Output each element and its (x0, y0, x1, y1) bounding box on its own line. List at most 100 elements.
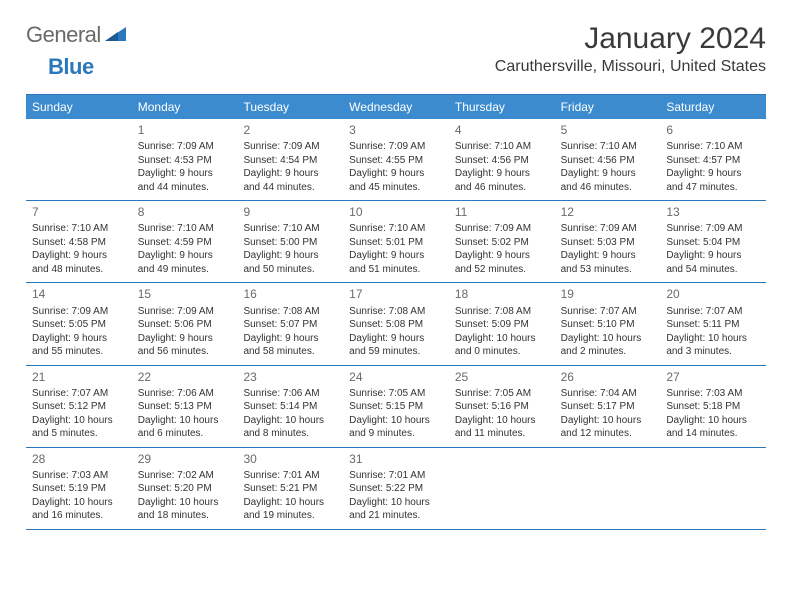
day-daylight1: Daylight: 9 hours (561, 167, 655, 181)
day-sunrise: Sunrise: 7:10 AM (138, 222, 232, 236)
day-header: Tuesday (237, 95, 343, 119)
day-number: 11 (455, 204, 549, 220)
day-sunset: Sunset: 4:58 PM (32, 236, 126, 250)
week-row: 28Sunrise: 7:03 AMSunset: 5:19 PMDayligh… (26, 448, 766, 530)
day-cell: 23Sunrise: 7:06 AMSunset: 5:14 PMDayligh… (237, 366, 343, 447)
day-header: Wednesday (343, 95, 449, 119)
day-daylight1: Daylight: 10 hours (138, 414, 232, 428)
day-cell: 2Sunrise: 7:09 AMSunset: 4:54 PMDaylight… (237, 119, 343, 200)
day-daylight2: and 21 minutes. (349, 509, 443, 523)
day-header: Sunday (26, 95, 132, 119)
day-sunset: Sunset: 4:53 PM (138, 154, 232, 168)
day-cell: 20Sunrise: 7:07 AMSunset: 5:11 PMDayligh… (660, 283, 766, 364)
day-cell: 16Sunrise: 7:08 AMSunset: 5:07 PMDayligh… (237, 283, 343, 364)
day-cell: 1Sunrise: 7:09 AMSunset: 4:53 PMDaylight… (132, 119, 238, 200)
day-daylight1: Daylight: 10 hours (666, 414, 760, 428)
week-row: 1Sunrise: 7:09 AMSunset: 4:53 PMDaylight… (26, 119, 766, 201)
day-sunrise: Sunrise: 7:09 AM (138, 305, 232, 319)
day-number: 7 (32, 204, 126, 220)
day-header: Monday (132, 95, 238, 119)
day-daylight2: and 44 minutes. (243, 181, 337, 195)
day-daylight2: and 12 minutes. (561, 427, 655, 441)
day-sunrise: Sunrise: 7:05 AM (455, 387, 549, 401)
day-cell: 4Sunrise: 7:10 AMSunset: 4:56 PMDaylight… (449, 119, 555, 200)
day-daylight1: Daylight: 9 hours (455, 167, 549, 181)
day-cell: 27Sunrise: 7:03 AMSunset: 5:18 PMDayligh… (660, 366, 766, 447)
day-number: 22 (138, 369, 232, 385)
logo-mark-icon (105, 24, 127, 47)
day-daylight2: and 47 minutes. (666, 181, 760, 195)
day-sunset: Sunset: 5:22 PM (349, 482, 443, 496)
day-cell: 26Sunrise: 7:04 AMSunset: 5:17 PMDayligh… (555, 366, 661, 447)
day-sunrise: Sunrise: 7:08 AM (243, 305, 337, 319)
day-cell: 28Sunrise: 7:03 AMSunset: 5:19 PMDayligh… (26, 448, 132, 529)
day-daylight1: Daylight: 9 hours (349, 332, 443, 346)
day-sunrise: Sunrise: 7:04 AM (561, 387, 655, 401)
day-cell: 21Sunrise: 7:07 AMSunset: 5:12 PMDayligh… (26, 366, 132, 447)
day-header: Thursday (449, 95, 555, 119)
day-cell: 31Sunrise: 7:01 AMSunset: 5:22 PMDayligh… (343, 448, 449, 529)
day-sunrise: Sunrise: 7:10 AM (349, 222, 443, 236)
day-sunset: Sunset: 4:56 PM (561, 154, 655, 168)
day-daylight2: and 8 minutes. (243, 427, 337, 441)
day-sunrise: Sunrise: 7:06 AM (243, 387, 337, 401)
day-sunset: Sunset: 5:06 PM (138, 318, 232, 332)
day-sunset: Sunset: 5:13 PM (138, 400, 232, 414)
day-daylight2: and 0 minutes. (455, 345, 549, 359)
day-number: 5 (561, 122, 655, 138)
day-cell: 8Sunrise: 7:10 AMSunset: 4:59 PMDaylight… (132, 201, 238, 282)
day-sunrise: Sunrise: 7:10 AM (666, 140, 760, 154)
day-daylight2: and 2 minutes. (561, 345, 655, 359)
day-cell: 17Sunrise: 7:08 AMSunset: 5:08 PMDayligh… (343, 283, 449, 364)
day-daylight2: and 45 minutes. (349, 181, 443, 195)
day-cell: 15Sunrise: 7:09 AMSunset: 5:06 PMDayligh… (132, 283, 238, 364)
day-daylight2: and 55 minutes. (32, 345, 126, 359)
day-number: 16 (243, 286, 337, 302)
day-daylight1: Daylight: 10 hours (138, 496, 232, 510)
day-daylight1: Daylight: 9 hours (243, 332, 337, 346)
day-daylight2: and 50 minutes. (243, 263, 337, 277)
day-sunset: Sunset: 5:00 PM (243, 236, 337, 250)
day-cell: 9Sunrise: 7:10 AMSunset: 5:00 PMDaylight… (237, 201, 343, 282)
day-sunrise: Sunrise: 7:01 AM (243, 469, 337, 483)
day-daylight1: Daylight: 9 hours (455, 249, 549, 263)
day-number: 6 (666, 122, 760, 138)
calendar-table: Sunday Monday Tuesday Wednesday Thursday… (26, 94, 766, 530)
day-cell: 30Sunrise: 7:01 AMSunset: 5:21 PMDayligh… (237, 448, 343, 529)
day-cell: 3Sunrise: 7:09 AMSunset: 4:55 PMDaylight… (343, 119, 449, 200)
day-cell: 13Sunrise: 7:09 AMSunset: 5:04 PMDayligh… (660, 201, 766, 282)
day-cell: 18Sunrise: 7:08 AMSunset: 5:09 PMDayligh… (449, 283, 555, 364)
day-cell (449, 448, 555, 529)
day-sunset: Sunset: 5:14 PM (243, 400, 337, 414)
day-daylight2: and 56 minutes. (138, 345, 232, 359)
day-daylight1: Daylight: 9 hours (561, 249, 655, 263)
day-number: 17 (349, 286, 443, 302)
day-number: 24 (349, 369, 443, 385)
day-daylight1: Daylight: 10 hours (455, 332, 549, 346)
day-number: 29 (138, 451, 232, 467)
day-daylight2: and 49 minutes. (138, 263, 232, 277)
day-sunrise: Sunrise: 7:01 AM (349, 469, 443, 483)
logo-text-blue: Blue (48, 54, 94, 80)
day-daylight1: Daylight: 9 hours (32, 249, 126, 263)
day-daylight2: and 14 minutes. (666, 427, 760, 441)
day-daylight2: and 52 minutes. (455, 263, 549, 277)
day-number: 10 (349, 204, 443, 220)
day-number: 19 (561, 286, 655, 302)
day-header-row: Sunday Monday Tuesday Wednesday Thursday… (26, 95, 766, 119)
day-daylight1: Daylight: 9 hours (138, 332, 232, 346)
day-daylight1: Daylight: 9 hours (349, 167, 443, 181)
day-cell: 22Sunrise: 7:06 AMSunset: 5:13 PMDayligh… (132, 366, 238, 447)
day-sunset: Sunset: 5:16 PM (455, 400, 549, 414)
day-sunset: Sunset: 4:57 PM (666, 154, 760, 168)
day-sunrise: Sunrise: 7:03 AM (32, 469, 126, 483)
day-number: 12 (561, 204, 655, 220)
day-daylight2: and 19 minutes. (243, 509, 337, 523)
day-sunset: Sunset: 5:18 PM (666, 400, 760, 414)
day-number: 9 (243, 204, 337, 220)
day-sunrise: Sunrise: 7:09 AM (561, 222, 655, 236)
day-daylight1: Daylight: 10 hours (455, 414, 549, 428)
day-daylight2: and 48 minutes. (32, 263, 126, 277)
day-sunset: Sunset: 5:05 PM (32, 318, 126, 332)
day-number: 14 (32, 286, 126, 302)
